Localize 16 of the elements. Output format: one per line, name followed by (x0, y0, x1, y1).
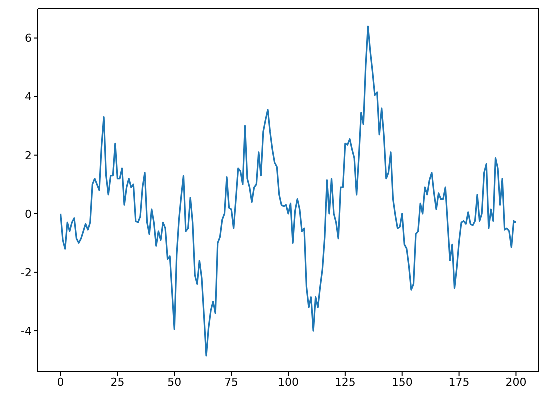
y-tick-label: 0 (25, 208, 32, 221)
y-tick-label: 4 (25, 90, 32, 104)
x-tick-label: 50 (168, 376, 182, 389)
x-tick-label: 125 (334, 376, 356, 389)
y-tick-label: 6 (25, 32, 32, 46)
x-tick-label: 25 (110, 376, 125, 389)
x-tick-label: 175 (448, 376, 470, 389)
x-tick-label: 0 (57, 376, 64, 389)
y-tick-label: -4 (21, 324, 32, 338)
line-series (60, 26, 518, 357)
x-tick-label: 75 (224, 376, 239, 389)
y-tick-label: 2 (25, 149, 32, 162)
x-tick-label: 100 (278, 376, 299, 389)
x-tick-label: 150 (392, 376, 413, 389)
x-tick-label: 200 (506, 376, 527, 389)
y-tick-label: -2 (21, 266, 32, 280)
